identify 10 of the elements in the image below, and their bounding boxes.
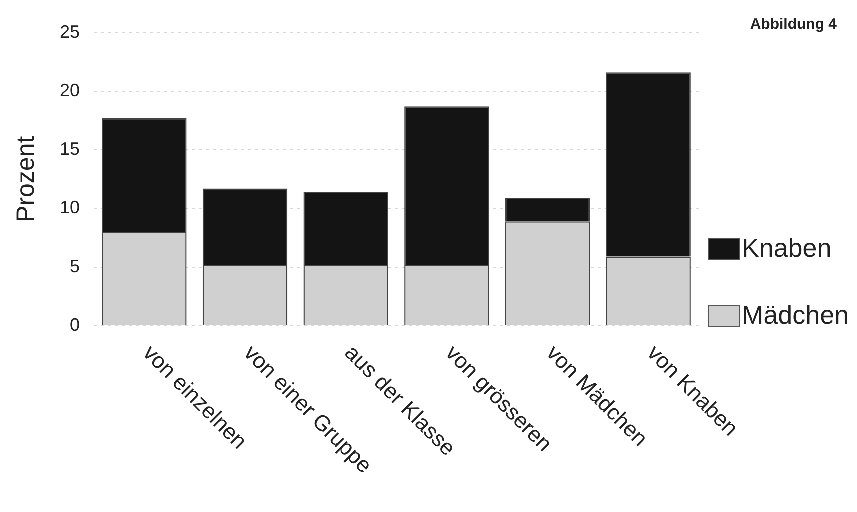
y-tick-label: 15 <box>60 139 80 160</box>
legend-label: Knaben <box>742 233 832 264</box>
y-tick-label: 5 <box>70 256 80 276</box>
text: Abbildung 4 <box>750 16 837 33</box>
y-tick-label: 10 <box>60 198 80 218</box>
y-tick-label: 20 <box>60 80 80 100</box>
y-tick-label: 25 <box>60 22 80 42</box>
y-axis-title: Prozent <box>12 136 40 222</box>
legend-label: Mädchen <box>742 300 849 331</box>
y-tick-label: 0 <box>70 314 80 335</box>
